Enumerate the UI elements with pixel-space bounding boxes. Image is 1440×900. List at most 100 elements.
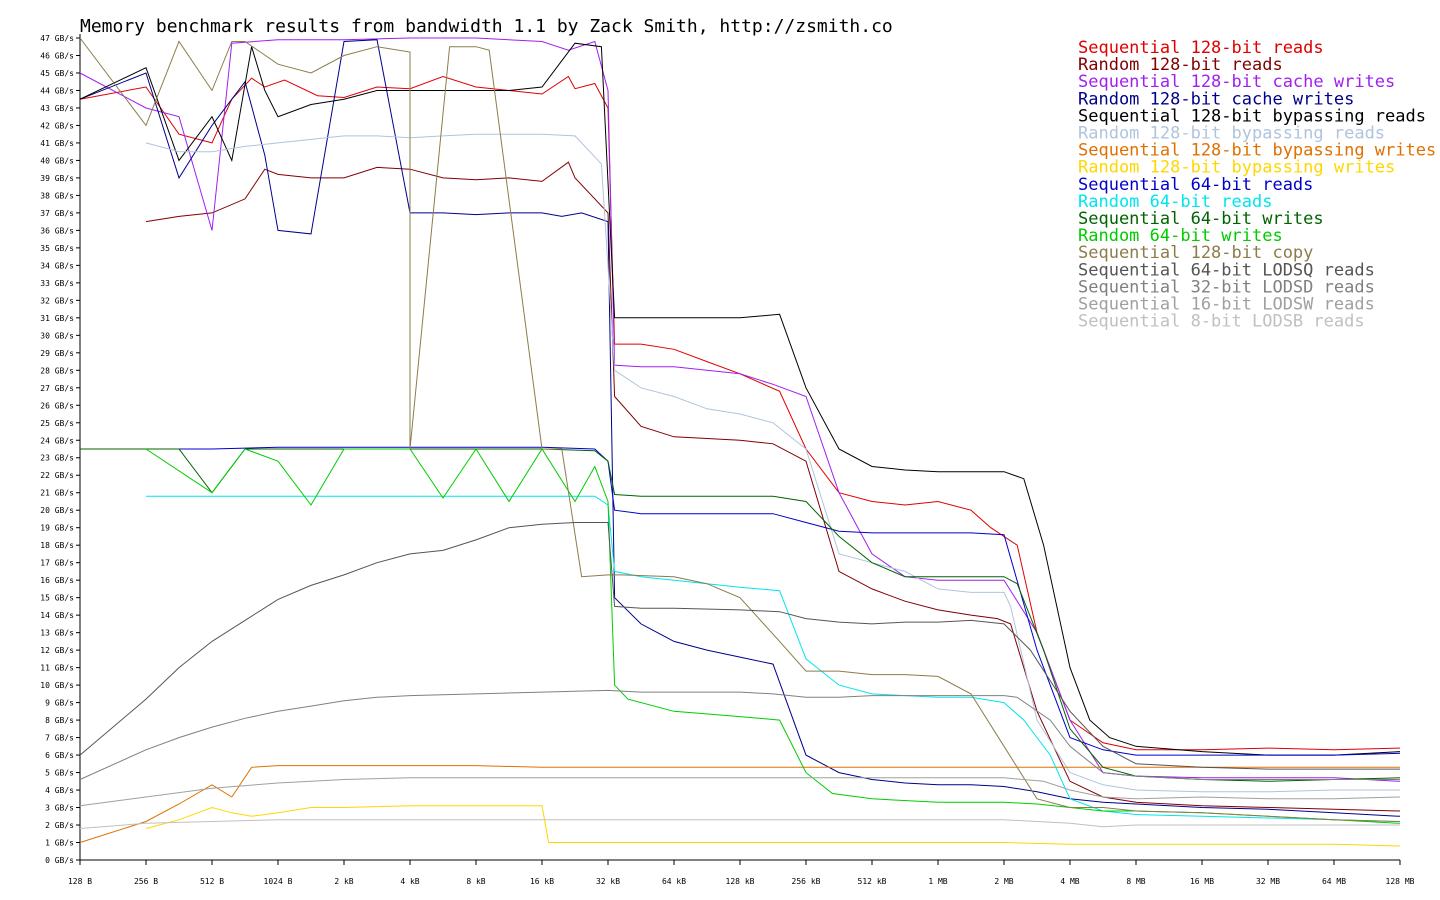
y-tick-label: 30 GB/s bbox=[40, 331, 74, 340]
x-tick-label: 1024 B bbox=[264, 877, 293, 886]
series-line-14 bbox=[79, 522, 1400, 770]
y-tick-label: 31 GB/s bbox=[40, 314, 74, 323]
chart-title: Memory benchmark results from bandwidth … bbox=[80, 16, 893, 37]
y-tick-label: 5 GB/s bbox=[45, 769, 74, 778]
x-tick-label: 16 MB bbox=[1190, 877, 1214, 886]
y-tick-label: 42 GB/s bbox=[40, 121, 74, 130]
y-tick-label: 15 GB/s bbox=[40, 594, 74, 603]
y-tick-label: 8 GB/s bbox=[45, 716, 74, 725]
y-tick-label: 45 GB/s bbox=[40, 69, 74, 78]
legend-entry-3: Sequential 128-bit cache writes bbox=[1078, 72, 1395, 92]
x-tick-label: 8 kB bbox=[466, 877, 485, 886]
chart-axes: 0 GB/s 1 GB/s 2 GB/s 3 GB/s 4 GB/s 5 GB/s 6 GB… bbox=[40, 34, 1415, 886]
x-tick-label: 512 kB bbox=[858, 877, 887, 886]
y-tick-label: 19 GB/s bbox=[40, 524, 74, 533]
y-tick-label: 38 GB/s bbox=[40, 191, 74, 200]
legend-entry-15: Sequential 32-bit LODSD reads bbox=[1078, 277, 1375, 297]
y-tick-label: 10 GB/s bbox=[40, 681, 74, 690]
y-tick-label: 14 GB/s bbox=[40, 611, 74, 620]
y-tick-label: 44 GB/s bbox=[40, 86, 74, 95]
y-tick-label: 29 GB/s bbox=[40, 349, 74, 358]
legend-entry-4: Random 128-bit cache writes bbox=[1078, 89, 1354, 109]
legend-entry-13: Sequential 128-bit copy bbox=[1078, 243, 1313, 263]
y-tick-label: 11 GB/s bbox=[40, 664, 74, 673]
y-tick-label: 3 GB/s bbox=[45, 804, 74, 813]
series-line-17 bbox=[79, 819, 1400, 829]
y-tick-label: 4 GB/s bbox=[45, 786, 74, 795]
y-tick-label: 40 GB/s bbox=[40, 156, 74, 165]
legend-entry-1: Sequential 128-bit reads bbox=[1078, 38, 1324, 58]
x-tick-label: 32 MB bbox=[1256, 877, 1280, 886]
y-tick-label: 22 GB/s bbox=[40, 471, 74, 480]
x-tick-label: 2 MB bbox=[994, 877, 1013, 886]
y-tick-label: 2 GB/s bbox=[45, 821, 74, 830]
series-line-10 bbox=[146, 495, 1401, 822]
legend-entry-8: Random 128-bit bypassing writes bbox=[1078, 158, 1395, 178]
x-tick-label: 256 kB bbox=[792, 877, 821, 886]
y-tick-label: 27 GB/s bbox=[40, 384, 74, 393]
x-tick-label: 512 B bbox=[200, 877, 224, 886]
y-tick-label: 20 GB/s bbox=[40, 506, 74, 515]
series-line-9 bbox=[80, 446, 1401, 756]
x-tick-label: 64 MB bbox=[1322, 877, 1346, 886]
y-tick-label: 6 GB/s bbox=[45, 751, 74, 760]
legend-entry-12: Random 64-bit writes bbox=[1078, 226, 1283, 246]
x-tick-label: 128 kB bbox=[726, 877, 755, 886]
series-line-12 bbox=[145, 448, 1401, 824]
y-tick-label: 33 GB/s bbox=[40, 279, 74, 288]
y-tick-label: 23 GB/s bbox=[40, 454, 74, 463]
y-tick-label: 28 GB/s bbox=[40, 366, 74, 375]
legend-entry-10: Random 64-bit reads bbox=[1078, 192, 1272, 212]
series-line-7 bbox=[79, 765, 1400, 843]
y-tick-label: 39 GB/s bbox=[40, 174, 74, 183]
y-tick-label: 12 GB/s bbox=[40, 646, 74, 655]
y-tick-label: 41 GB/s bbox=[40, 139, 74, 148]
x-tick-label: 8 MB bbox=[1126, 877, 1145, 886]
y-tick-label: 18 GB/s bbox=[40, 541, 74, 550]
legend-entry-16: Sequential 16-bit LODSW reads bbox=[1078, 295, 1375, 315]
y-tick-label: 26 GB/s bbox=[40, 401, 74, 410]
x-tick-label: 128 MB bbox=[1386, 877, 1415, 886]
x-tick-label: 128 B bbox=[68, 877, 92, 886]
legend-entry-11: Sequential 64-bit writes bbox=[1078, 209, 1324, 229]
x-tick-label: 64 kB bbox=[662, 877, 686, 886]
legend-entry-9: Sequential 64-bit reads bbox=[1078, 175, 1313, 195]
x-tick-label: 2 kB bbox=[334, 877, 353, 886]
legend-entry-5: Sequential 128-bit bypassing reads bbox=[1078, 106, 1426, 126]
x-tick-label: 256 B bbox=[134, 877, 158, 886]
y-tick-label: 32 GB/s bbox=[40, 296, 74, 305]
legend-entry-2: Random 128-bit reads bbox=[1078, 55, 1283, 75]
series-line-2 bbox=[145, 161, 1401, 812]
legend-entry-7: Sequential 128-bit bypassing writes bbox=[1078, 141, 1436, 161]
series-line-5 bbox=[79, 42, 1401, 756]
x-tick-label: 16 kB bbox=[530, 877, 554, 886]
series-line-8 bbox=[145, 805, 1401, 847]
y-tick-label: 47 GB/s bbox=[40, 34, 74, 43]
y-tick-label: 16 GB/s bbox=[40, 576, 74, 585]
x-tick-label: 32 kB bbox=[596, 877, 620, 886]
y-tick-label: 35 GB/s bbox=[40, 244, 74, 253]
series-line-6 bbox=[145, 133, 1400, 793]
y-tick-label: 37 GB/s bbox=[40, 209, 74, 218]
series-line-15 bbox=[79, 689, 1400, 780]
x-tick-label: 4 MB bbox=[1060, 877, 1079, 886]
y-tick-label: 25 GB/s bbox=[40, 419, 74, 428]
y-tick-label: 7 GB/s bbox=[45, 734, 74, 743]
x-tick-label: 1 MB bbox=[928, 877, 947, 886]
series-line-4 bbox=[79, 39, 1401, 817]
y-tick-label: 24 GB/s bbox=[40, 436, 74, 445]
y-tick-label: 21 GB/s bbox=[40, 489, 74, 498]
y-tick-label: 1 GB/s bbox=[45, 839, 74, 848]
series-line-11 bbox=[80, 448, 1401, 782]
series-line-16 bbox=[79, 777, 1401, 807]
series-layer bbox=[79, 37, 1401, 847]
y-tick-label: 17 GB/s bbox=[40, 559, 74, 568]
y-tick-label: 9 GB/s bbox=[45, 699, 74, 708]
legend-entry-14: Sequential 64-bit LODSQ reads bbox=[1078, 260, 1375, 280]
series-line-3 bbox=[79, 37, 1401, 782]
y-tick-label: 43 GB/s bbox=[40, 104, 74, 113]
y-tick-label: 13 GB/s bbox=[40, 629, 74, 638]
y-tick-label: 34 GB/s bbox=[40, 261, 74, 270]
